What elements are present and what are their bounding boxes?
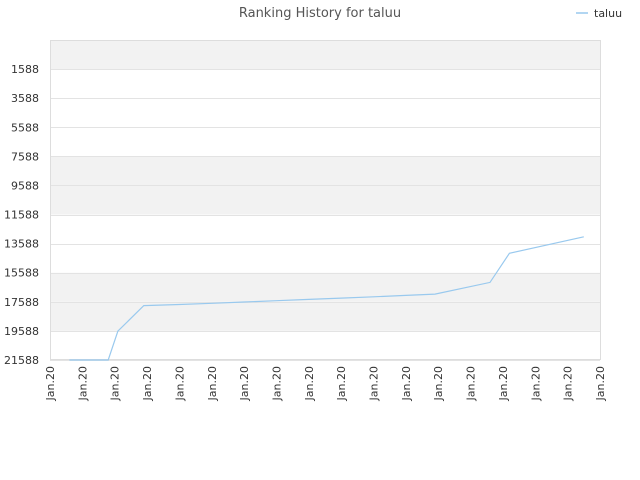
y-tick-label: 7588 bbox=[11, 150, 39, 163]
grid-band bbox=[50, 69, 600, 99]
y-tick-label: 9588 bbox=[11, 179, 39, 192]
x-tick-label: Jan.20 bbox=[368, 366, 381, 401]
x-tick-label: Jan.20 bbox=[76, 366, 89, 401]
y-tick-label: 15588 bbox=[4, 267, 39, 280]
x-tick-label: Jan.20 bbox=[238, 366, 251, 401]
x-tick-label: Jan.20 bbox=[173, 366, 186, 401]
y-tick-label: 11588 bbox=[4, 209, 39, 222]
y-tick-label: 17588 bbox=[4, 296, 39, 309]
chart-title: Ranking History for taluu bbox=[239, 6, 401, 21]
grid-band bbox=[50, 272, 600, 302]
x-axis-ticks: Jan.20 Jan.20 Jan.20 Jan.20 Jan.20 Jan.20 Jan.… bbox=[44, 366, 607, 401]
x-tick-label: Jan.20 bbox=[497, 366, 510, 401]
x-tick-label: Jan.20 bbox=[141, 366, 154, 401]
legend-label-taluu: taluu bbox=[594, 7, 622, 20]
grid-band bbox=[50, 40, 600, 70]
y-axis-ticks: 1588 3588 5588 7588 9588 11588 13588 15588 17588… bbox=[4, 63, 39, 367]
grid-band bbox=[50, 156, 600, 186]
x-tick-label: Jan.20 bbox=[594, 366, 607, 401]
grid-band bbox=[50, 330, 600, 360]
y-tick-label: 1588 bbox=[11, 63, 39, 76]
x-tick-label: Jan.20 bbox=[335, 366, 348, 401]
y-tick-label: 3588 bbox=[11, 92, 39, 105]
plot-area-border bbox=[50, 40, 601, 360]
grid-band bbox=[50, 127, 600, 157]
grid-band bbox=[50, 214, 600, 244]
series-line-taluu bbox=[69, 236, 584, 361]
y-tick-label: 5588 bbox=[11, 121, 39, 134]
grid-band bbox=[50, 301, 600, 331]
x-tick-label: Jan.20 bbox=[465, 366, 478, 401]
x-tick-label: Jan.20 bbox=[206, 366, 219, 401]
grid-band bbox=[50, 185, 600, 215]
grid-bands bbox=[50, 40, 600, 361]
x-tick-label: Jan.20 bbox=[400, 366, 413, 401]
y-tick-label: 13588 bbox=[4, 238, 39, 251]
x-tick-label: Jan.20 bbox=[303, 366, 316, 401]
legend: taluu bbox=[576, 7, 622, 20]
grid-band bbox=[50, 243, 600, 273]
x-tick-label: Jan.20 bbox=[562, 366, 575, 401]
series-group bbox=[69, 236, 584, 361]
x-tick-label: Jan.20 bbox=[270, 366, 283, 401]
x-tick-label: Jan.20 bbox=[529, 366, 542, 401]
x-tick-label: Jan.20 bbox=[432, 366, 445, 401]
y-tick-label: 21588 bbox=[4, 354, 39, 367]
y-tick-label: 19588 bbox=[4, 325, 39, 338]
x-tick-label: Jan.20 bbox=[44, 366, 57, 401]
grid-band bbox=[50, 98, 600, 128]
x-tick-label: Jan.20 bbox=[109, 366, 122, 401]
